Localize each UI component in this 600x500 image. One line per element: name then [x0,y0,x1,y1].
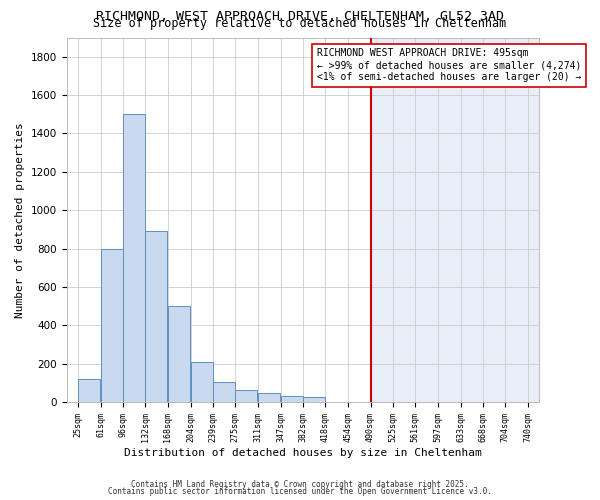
Bar [122,114,145,402]
Text: Size of property relative to detached houses in Cheltenham: Size of property relative to detached ho… [94,18,506,30]
Bar [212,382,235,402]
Bar [145,232,167,402]
Bar [235,390,257,402]
Bar [258,392,280,402]
Text: RICHMOND WEST APPROACH DRIVE: 495sqm
← >99% of detached houses are smaller (4,27: RICHMOND WEST APPROACH DRIVE: 495sqm ← >… [317,48,581,82]
Bar [281,396,302,402]
Text: Contains public sector information licensed under the Open Government Licence v3: Contains public sector information licen… [108,487,492,496]
X-axis label: Distribution of detached houses by size in Cheltenham: Distribution of detached houses by size … [124,448,482,458]
Bar [168,306,190,402]
Bar [67,38,371,402]
Y-axis label: Number of detached properties: Number of detached properties [15,122,25,318]
Bar [371,38,539,402]
Bar [191,362,212,402]
Bar [101,248,122,402]
Text: Contains HM Land Registry data © Crown copyright and database right 2025.: Contains HM Land Registry data © Crown c… [131,480,469,489]
Text: RICHMOND, WEST APPROACH DRIVE, CHELTENHAM, GL52 3AD: RICHMOND, WEST APPROACH DRIVE, CHELTENHA… [96,10,504,23]
Bar [302,398,325,402]
Bar [78,379,100,402]
